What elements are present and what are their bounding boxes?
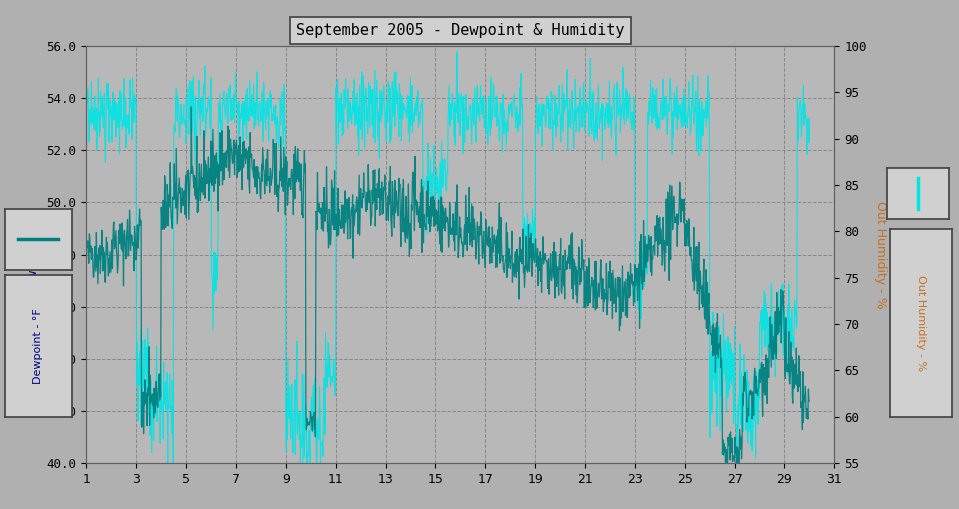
Y-axis label: Out Humidity - %: Out Humidity - % xyxy=(875,201,887,308)
Title: September 2005 - Dewpoint & Humidity: September 2005 - Dewpoint & Humidity xyxy=(296,23,624,38)
Text: Dewpoint - °F: Dewpoint - °F xyxy=(34,308,43,384)
Text: Out Humidity - %: Out Humidity - % xyxy=(916,275,926,371)
Y-axis label: Dewpoint - °F: Dewpoint - °F xyxy=(27,212,39,297)
